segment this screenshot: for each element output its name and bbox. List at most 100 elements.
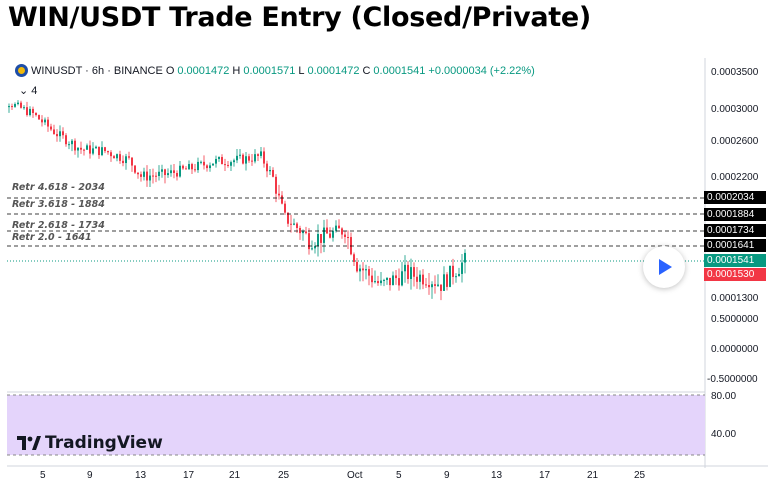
candle-body — [386, 277, 388, 280]
price-tick: 0.0002600 — [711, 136, 759, 147]
candle-body — [59, 131, 61, 137]
candle-body — [284, 203, 286, 213]
price-chart[interactable] — [7, 58, 768, 481]
candle-body — [257, 154, 259, 156]
tradingview-logo[interactable]: TradingView — [17, 433, 163, 453]
candle-body — [167, 173, 169, 176]
time-tick: 5 — [396, 470, 402, 481]
time-tick: 9 — [444, 470, 450, 481]
rsi-tick: 40.00 — [711, 429, 737, 440]
candle-body — [101, 147, 103, 156]
candle-body — [224, 164, 226, 166]
candle-body — [428, 285, 430, 288]
candle-body — [173, 170, 175, 173]
candle-body — [203, 161, 205, 166]
candle-body — [227, 164, 229, 166]
candle-body — [353, 254, 355, 262]
candle-body — [425, 284, 427, 286]
candle-body — [344, 234, 346, 237]
price-tick: -0.5000000 — [707, 374, 758, 385]
candle-body — [389, 277, 391, 286]
time-tick: 17 — [183, 470, 195, 481]
close-value: 0.0001541 — [373, 64, 426, 77]
candle-body — [464, 252, 466, 263]
change-value: +0.0000034 (+2.22%) — [428, 64, 535, 77]
candle-body — [422, 274, 424, 285]
candle-body — [254, 154, 256, 162]
price-tick: 0.0001300 — [711, 293, 759, 304]
candle-body — [449, 265, 451, 287]
time-tick: 25 — [278, 470, 290, 481]
time-tick: Oct — [347, 470, 363, 481]
candle-body — [44, 119, 46, 123]
candle-body — [263, 151, 265, 164]
candle-body — [305, 231, 307, 234]
candle-body — [14, 104, 16, 107]
candle-body — [419, 274, 421, 282]
candle-body — [308, 233, 310, 250]
candle-body — [407, 264, 409, 280]
candle-body — [431, 284, 433, 288]
candle-body — [416, 276, 418, 282]
candle-body — [116, 154, 118, 159]
candle-body — [443, 274, 445, 291]
candle-body — [401, 271, 403, 286]
symbol-label[interactable]: WINUSDT · 6h · BINANCE — [31, 64, 163, 77]
chevron-down-icon: ⌄ — [19, 85, 29, 97]
time-tick: 9 — [87, 470, 93, 481]
play-button[interactable] — [643, 246, 685, 288]
candle-body — [287, 212, 289, 224]
candle-body — [242, 154, 244, 164]
candle-body — [38, 115, 40, 120]
candle-body — [161, 169, 163, 172]
candle-body — [194, 169, 196, 171]
retr-tag-20: 0.0001641 — [704, 239, 766, 252]
high-value: 0.0001571 — [243, 64, 296, 77]
candle-body — [74, 140, 76, 151]
price-tick: 0.0000000 — [711, 344, 759, 355]
candle-body — [281, 195, 283, 204]
prev-price-tag: 0.0001530 — [704, 268, 766, 281]
time-tick: 25 — [634, 470, 646, 481]
close-label: C — [362, 64, 371, 77]
candle-body — [149, 175, 151, 181]
candle-body — [269, 169, 271, 172]
chart-frame[interactable]: WINUSDT · 6h · BINANCE O 0.0001472 H 0.000… — [7, 58, 768, 481]
candle-body — [176, 172, 178, 177]
candle-body — [35, 113, 37, 116]
candle-body — [95, 146, 97, 149]
rsi-tick: 80.00 — [711, 391, 737, 402]
rsi-band — [7, 395, 705, 455]
chart-background — [7, 58, 707, 455]
candle-body — [275, 176, 277, 194]
candle-body — [323, 227, 325, 243]
candle-body — [11, 106, 13, 108]
candle-body — [311, 248, 313, 250]
candle-body — [164, 169, 166, 176]
candle-body — [128, 156, 130, 158]
candle-body — [104, 147, 106, 152]
candle-body — [62, 131, 64, 136]
candle-body — [434, 284, 436, 286]
retr-tag-3618: 0.0001884 — [704, 208, 766, 221]
indicators-toggle[interactable]: ⌄ 4 — [15, 83, 42, 98]
candle-body — [71, 140, 73, 145]
price-tick: 0.0003000 — [711, 104, 759, 115]
candle-body — [125, 156, 127, 164]
candle-body — [212, 163, 214, 166]
candle-body — [80, 147, 82, 150]
candle-body — [200, 161, 202, 163]
time-tick: 5 — [40, 470, 46, 481]
candle-body — [380, 280, 382, 284]
candles-group — [8, 100, 466, 301]
candle-body — [170, 170, 172, 174]
candle-body — [278, 193, 280, 196]
candle-body — [23, 107, 25, 109]
candle-body — [410, 267, 412, 280]
candle-body — [86, 145, 88, 150]
candle-body — [398, 278, 400, 286]
candle-body — [374, 281, 376, 283]
candle-body — [461, 262, 463, 274]
retracement-lines — [7, 197, 705, 247]
retr-tag-4618: 0.0002034 — [704, 191, 766, 204]
